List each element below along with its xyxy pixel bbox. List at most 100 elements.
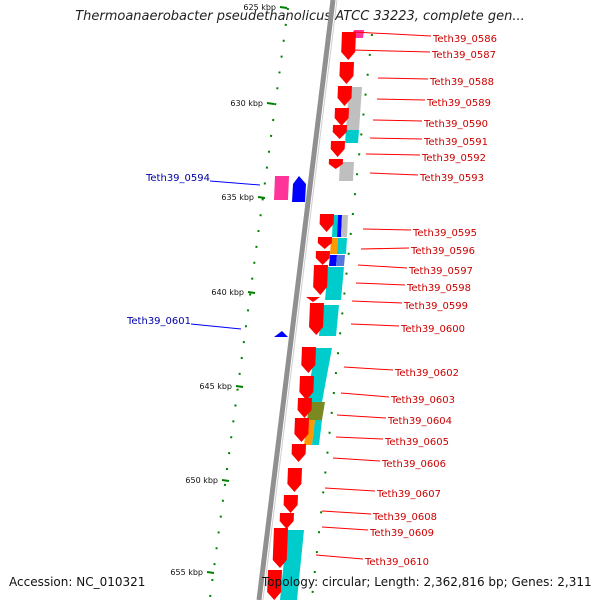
gene-label-teth39-0591[interactable]: Teth39_0591 [423, 137, 488, 148]
gene-label-teth39-0605[interactable]: Teth39_0605 [384, 437, 449, 448]
gene-leader-line [350, 323, 400, 327]
kbp-label: 630 kbp [230, 99, 263, 108]
kbp-tick [279, 6, 288, 9]
forward-gene-arrow [297, 398, 312, 418]
kbp-tick [221, 479, 230, 482]
forward-gene-arrow [306, 297, 320, 302]
kbp-label: 640 kbp [211, 288, 244, 297]
forward-gene-arrow [339, 62, 354, 84]
forward-gene-arrow [291, 444, 306, 462]
gene-leader-line [357, 264, 408, 269]
gene-leader-line [355, 282, 406, 286]
gene-leader-line [336, 414, 387, 419]
gene-leader-line [321, 510, 372, 515]
gene-label-teth39-0607[interactable]: Teth39_0607 [376, 489, 441, 500]
forward-gene-arrow [337, 86, 352, 106]
cog-block-orange [330, 238, 338, 254]
gene-leader-line [209, 180, 261, 186]
genome-title: Thermoanaerobacter pseudethanolicus ATCC… [75, 9, 525, 24]
cog-block-cyan [312, 420, 322, 445]
forward-gene-arrow [283, 495, 298, 513]
gene-leader-line [360, 247, 410, 250]
tick-ring-outer [209, 7, 289, 599]
reverse-gene-arrow [274, 331, 288, 337]
reverse-gene-track [274, 176, 306, 337]
forward-gene-arrow [330, 141, 345, 157]
gene-label-teth39-0586[interactable]: Teth39_0586 [432, 34, 497, 45]
kbp-scale: 625 kbp 630 kbp 635 kbp 640 kbp 645 kbp 650 k… [170, 3, 288, 577]
gene-leader-line [377, 77, 429, 80]
forward-gene-arrow [341, 32, 356, 60]
reverse-gene-labels: Teth39_0594 Teth39_0601 [126, 173, 261, 330]
gene-label-teth39-0610[interactable]: Teth39_0610 [364, 557, 429, 568]
gene-label-teth39-0589[interactable]: Teth39_0589 [426, 98, 491, 109]
gene-leader-line [335, 436, 384, 440]
forward-gene-arrow [294, 418, 309, 442]
kbp-label: 645 kbp [199, 382, 232, 391]
forward-gene-arrow [279, 513, 294, 529]
gene-leader-line [340, 392, 390, 398]
gene-leader-line [343, 366, 394, 371]
forward-gene-arrow [319, 214, 334, 232]
gene-label-teth39-0594[interactable]: Teth39_0594 [145, 173, 210, 184]
cog-block-gray [339, 162, 354, 181]
forward-gene-arrow [267, 570, 282, 600]
gene-label-teth39-0599[interactable]: Teth39_0599 [403, 301, 468, 312]
gene-leader-line [369, 172, 419, 176]
gene-leader-line [376, 98, 426, 101]
gene-label-teth39-0593[interactable]: Teth39_0593 [419, 173, 484, 184]
reverse-gene-arrow [292, 176, 306, 202]
gene-leader-line [352, 31, 432, 37]
cog-block-gray [341, 215, 348, 237]
gene-label-teth39-0601[interactable]: Teth39_0601 [126, 316, 191, 327]
forward-gene-arrow [309, 303, 324, 335]
gene-label-teth39-0602[interactable]: Teth39_0602 [394, 368, 459, 379]
forward-gene-arrow [287, 468, 302, 492]
gene-label-teth39-0598[interactable]: Teth39_0598 [406, 283, 471, 294]
reverse-gene-arrow [274, 176, 289, 200]
gene-label-teth39-0595[interactable]: Teth39_0595 [412, 228, 477, 239]
cog-block-cyan [319, 305, 339, 336]
gene-label-teth39-0587[interactable]: Teth39_0587 [431, 50, 496, 61]
cog-block-blue [337, 215, 342, 237]
cog-block-blue [329, 255, 337, 266]
forward-gene-arrow [334, 108, 349, 126]
kbp-tick [235, 385, 244, 388]
forward-gene-arrow [301, 347, 316, 373]
gene-leader-line [365, 153, 421, 156]
gene-leader-line [362, 228, 412, 231]
gene-label-teth39-0592[interactable]: Teth39_0592 [421, 153, 486, 164]
kbp-label: 650 kbp [185, 476, 218, 485]
gene-label-teth39-0588[interactable]: Teth39_0588 [429, 77, 494, 88]
kbp-tick [247, 291, 256, 294]
gene-label-teth39-0608[interactable]: Teth39_0608 [372, 512, 437, 523]
kbp-label: 655 kbp [170, 568, 203, 577]
forward-gene-arrow [317, 237, 332, 249]
forward-gene-arrow [315, 251, 330, 265]
gene-leader-line [324, 487, 376, 492]
forward-gene-arrow [328, 159, 343, 169]
forward-gene-labels: Teth39_0586 Teth39_0587 Teth39_0588 Teth39_… [315, 31, 497, 568]
gene-leader-line [372, 119, 423, 122]
kbp-label: 635 kbp [221, 193, 254, 202]
gene-leader-line [332, 457, 381, 462]
gene-label-teth39-0597[interactable]: Teth39_0597 [408, 266, 473, 277]
cog-block-cyan [345, 130, 359, 143]
gene-label-teth39-0590[interactable]: Teth39_0590 [423, 119, 488, 130]
gene-leader-line [190, 323, 242, 330]
cog-block-blue [336, 255, 345, 266]
gene-leader-line [351, 49, 431, 53]
gene-label-teth39-0596[interactable]: Teth39_0596 [410, 246, 475, 257]
gene-label-teth39-0603[interactable]: Teth39_0603 [390, 395, 455, 406]
backbone-track [256, 0, 338, 600]
kbp-tick [257, 196, 266, 199]
gene-label-teth39-0604[interactable]: Teth39_0604 [387, 416, 452, 427]
kbp-tick [206, 571, 215, 574]
gene-label-teth39-0600[interactable]: Teth39_0600 [400, 324, 465, 335]
accession-text: Accession: NC_010321 [9, 575, 146, 589]
gene-label-teth39-0606[interactable]: Teth39_0606 [381, 459, 446, 470]
gene-label-teth39-0609[interactable]: Teth39_0609 [369, 528, 434, 539]
cog-block-cyan [337, 238, 347, 254]
